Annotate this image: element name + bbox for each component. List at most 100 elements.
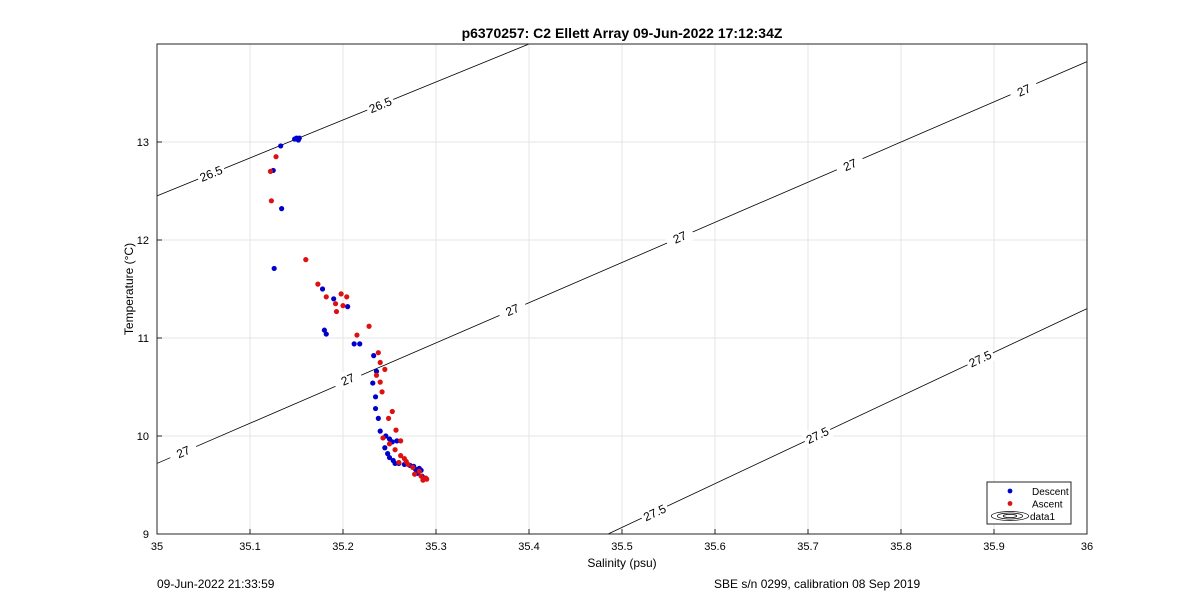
legend-marker [1007, 488, 1013, 494]
contour-label-background [638, 499, 671, 526]
ascent-point [354, 332, 360, 338]
ascent-point [344, 294, 350, 300]
ascent-point [416, 468, 422, 474]
descent-point [321, 327, 327, 333]
ascent-point [401, 455, 407, 462]
descent-point [278, 143, 284, 149]
x-axis-label: Salinity (psu) [587, 556, 656, 570]
ascent-point [386, 441, 393, 447]
y-tick-label: 9 [143, 529, 149, 541]
footer-instrument-info: SBE s/n 0299, calibration 08 Sep 2019 [714, 577, 921, 591]
descent-point [279, 206, 285, 212]
ascent-point [398, 438, 404, 444]
ascent-point [410, 464, 416, 470]
descent-point [323, 331, 329, 337]
ascent-point [366, 323, 372, 329]
y-tick-label: 12 [137, 235, 149, 247]
legend-marker [1007, 501, 1013, 506]
contour-label: 27 [504, 301, 522, 319]
ascent-point [382, 366, 388, 372]
contour-label-background [167, 438, 200, 465]
x-tick-label: 35.6 [704, 541, 725, 553]
x-tick-label: 35.2 [332, 541, 353, 553]
ascent-point [392, 447, 398, 453]
legend-contour-marker [1002, 514, 1018, 518]
contour-label: 27 [841, 156, 859, 174]
ascent-point [323, 294, 329, 300]
chart-title: p6370257: C2 Ellett Array 09-Jun-2022 17… [462, 25, 783, 41]
y-tick-label: 10 [137, 431, 149, 443]
contour-label-background [1007, 77, 1040, 103]
descent-point [271, 265, 277, 272]
contour-label-background [663, 224, 696, 250]
x-tick-label: 35 [151, 541, 163, 553]
contour-label-background [331, 366, 364, 393]
descent-point [370, 380, 376, 386]
density-contour-line [607, 308, 1088, 535]
data-points [267, 135, 430, 483]
descent-point [372, 405, 379, 412]
ascent-point [396, 459, 402, 466]
contour-label: 27 [671, 228, 689, 246]
ascent-point [405, 461, 411, 468]
y-axis-label: Temperature (°C) [122, 243, 136, 335]
grid-lines [156, 44, 1088, 535]
contour-label-background [833, 151, 866, 178]
contour-label-background [364, 92, 397, 118]
descent-point [319, 286, 326, 292]
contour-label: 27 [1015, 81, 1033, 99]
x-tick-label: 35.5 [611, 541, 632, 553]
descent-point [382, 445, 388, 451]
x-tick-label: 36 [1081, 541, 1093, 553]
ascent-point [375, 350, 381, 356]
legend-label: Ascent [1032, 500, 1063, 511]
ascent-point [333, 308, 340, 315]
ascent-point [398, 453, 404, 459]
x-tick-label: 35.9 [983, 541, 1004, 553]
descent-point [345, 304, 351, 310]
descent-point [351, 341, 357, 347]
contour-label-background [963, 345, 997, 372]
x-tick-label: 35.4 [518, 541, 539, 553]
legend-label: Descent [1032, 487, 1069, 498]
descent-point [373, 368, 380, 374]
ascent-point [303, 257, 309, 263]
ascent-point [379, 389, 385, 395]
descent-point [371, 353, 377, 359]
ascent-point [338, 291, 344, 297]
descent-point [331, 296, 337, 302]
ascent-point [377, 359, 383, 366]
y-tick-label: 13 [137, 137, 149, 149]
x-tick-label: 35.3 [425, 541, 446, 553]
contour-label-background [496, 296, 529, 323]
contour-label-background [801, 421, 834, 449]
ascent-point [373, 372, 380, 378]
ascent-point [340, 303, 346, 309]
ascent-point [393, 427, 399, 433]
ascent-point [389, 408, 395, 415]
ascent-point [267, 168, 274, 174]
descent-point [295, 137, 301, 143]
descent-point [386, 454, 393, 461]
contour-label-background [194, 160, 227, 187]
x-tick-label: 35.1 [239, 541, 260, 553]
ascent-point [380, 435, 386, 441]
legend-contour-marker [990, 511, 1030, 521]
footer-timestamp: 09-Jun-2022 21:33:59 [157, 577, 275, 591]
legend-label: data1 [1030, 512, 1055, 523]
y-tick-label: 11 [138, 333, 149, 345]
descent-point [372, 394, 379, 400]
contour-label: 27 [174, 443, 192, 461]
ascent-point [418, 473, 424, 479]
ascent-point [385, 415, 392, 421]
descent-point [357, 341, 363, 347]
ascent-point [315, 281, 321, 287]
descent-point [377, 428, 383, 434]
contour-label: 27 [339, 370, 357, 388]
x-tick-label: 35.7 [797, 541, 818, 553]
ascent-point [332, 301, 339, 307]
ascent-point [377, 379, 383, 385]
descent-point [394, 438, 400, 444]
descent-point [385, 451, 391, 457]
